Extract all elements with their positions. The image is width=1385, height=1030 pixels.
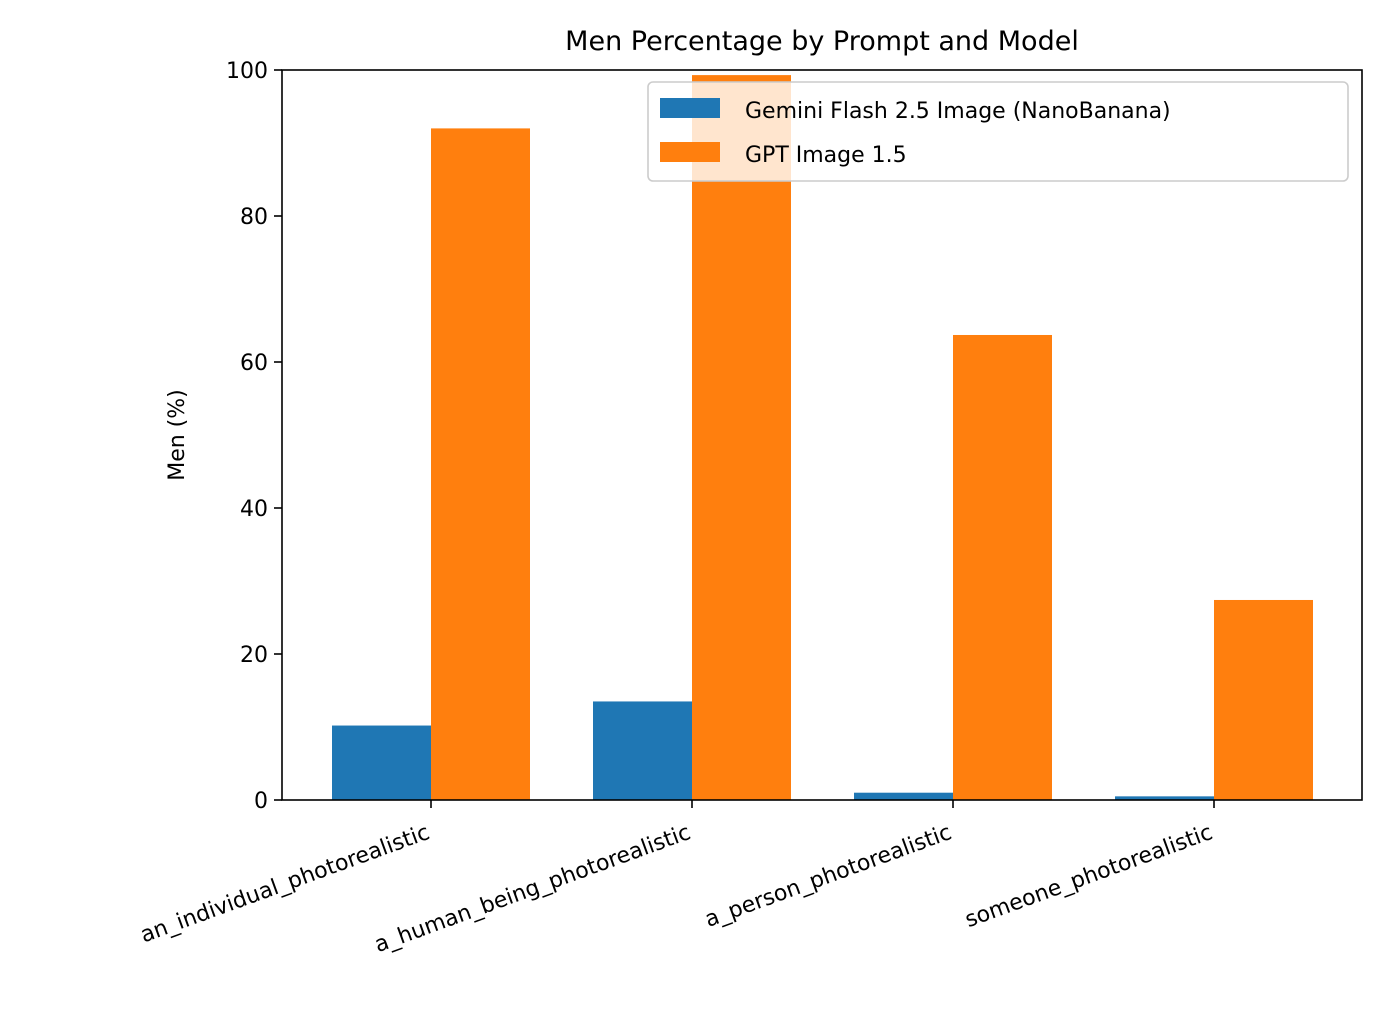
y-tick-label-4: 80 <box>240 205 268 230</box>
x-tick-label-3: someone_photorealistic <box>962 820 1216 933</box>
bars-group <box>332 75 1313 801</box>
bar-gpt-3 <box>1214 599 1313 800</box>
y-axis-label: Men (%) <box>165 389 190 481</box>
bar-gpt-2 <box>953 334 1052 800</box>
bar-gemini-1 <box>593 701 692 800</box>
bar-gemini-3 <box>1115 796 1214 800</box>
legend-swatch-gemini <box>660 98 720 118</box>
y-tick-label-1: 20 <box>240 643 268 668</box>
legend: Gemini Flash 2.5 Image (NanoBanana) GPT … <box>647 81 1349 182</box>
y-axis-ticks: 0 20 40 60 80 100 <box>226 59 282 814</box>
x-axis-ticks: an_individual_photorealistica_human_bein… <box>137 800 1216 958</box>
y-tick-label-0: 0 <box>254 789 268 814</box>
y-tick-label-3: 60 <box>240 351 268 376</box>
chart-title: Men Percentage by Prompt and Model <box>565 26 1079 57</box>
bar-gpt-0 <box>431 128 530 800</box>
x-tick-label-2: a_person_photorealistic <box>702 820 955 933</box>
bar-gemini-0 <box>332 725 431 800</box>
y-tick-label-5: 100 <box>226 59 268 84</box>
legend-label-gemini: Gemini Flash 2.5 Image (NanoBanana) <box>745 99 1171 124</box>
legend-label-gpt: GPT Image 1.5 <box>745 143 907 168</box>
bar-gemini-2 <box>854 792 953 800</box>
y-tick-label-2: 40 <box>240 497 268 522</box>
bar-gpt-1 <box>692 75 791 801</box>
legend-box <box>647 81 1349 182</box>
plot-frame <box>281 69 1363 801</box>
legend-swatch-gpt <box>660 142 720 162</box>
